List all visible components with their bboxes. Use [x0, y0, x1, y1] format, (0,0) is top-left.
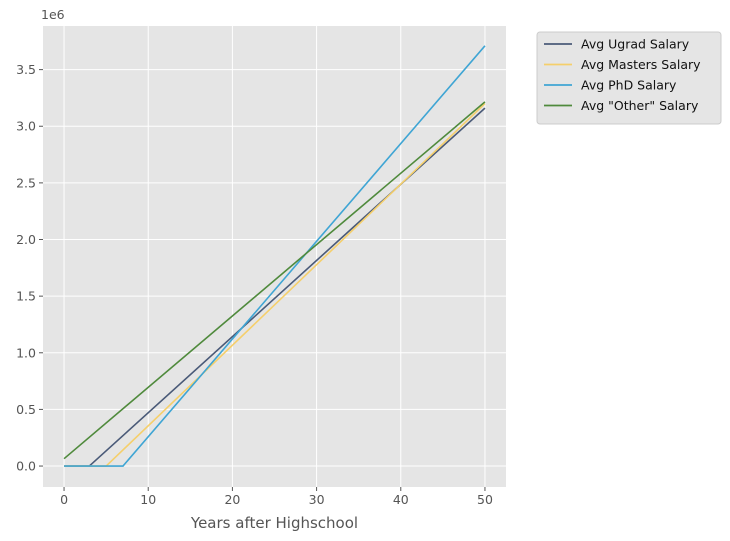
- series-lines: [63, 45, 486, 467]
- series-line: [64, 45, 486, 467]
- legend-entry-label: Avg PhD Salary: [581, 78, 677, 93]
- y-tick-label: 2.0: [16, 232, 36, 247]
- y-axis-offset-label: 1e6: [41, 7, 65, 22]
- x-tick-label: 40: [393, 492, 409, 507]
- legend-entry-label: Avg Ugrad Salary: [581, 37, 690, 52]
- y-tick-label: 1.5: [16, 289, 36, 304]
- legend: Avg Ugrad Salary Avg Masters Salary Avg Ph…: [536, 31, 722, 125]
- x-tick-label: 30: [309, 492, 325, 507]
- x-tick-label: 0: [60, 492, 68, 507]
- y-tick-label: 3.0: [16, 119, 36, 134]
- x-tick-label: 10: [140, 492, 156, 507]
- y-tick-label: 0.0: [16, 459, 36, 474]
- y-axis: 0.0 0.5 1.0 1.5 2.0 2.5 3.0 3.5: [16, 62, 43, 474]
- y-tick-label: 0.5: [16, 402, 36, 417]
- y-tick-label: 2.5: [16, 175, 36, 190]
- legend-entry-label: Avg "Other" Salary: [581, 98, 699, 113]
- grid-lines: [43, 26, 506, 487]
- x-tick-label: 50: [477, 492, 493, 507]
- x-tick-label: 20: [224, 492, 240, 507]
- series-line: [63, 101, 486, 460]
- x-axis: 0 10 20 30 40 50: [60, 487, 493, 507]
- y-tick-label: 3.5: [16, 62, 36, 77]
- legend-entry-label: Avg Masters Salary: [581, 57, 701, 72]
- y-tick-label: 1.0: [16, 345, 36, 360]
- x-axis-title: Years after Highschool: [190, 514, 358, 532]
- legend-frame: [536, 31, 722, 125]
